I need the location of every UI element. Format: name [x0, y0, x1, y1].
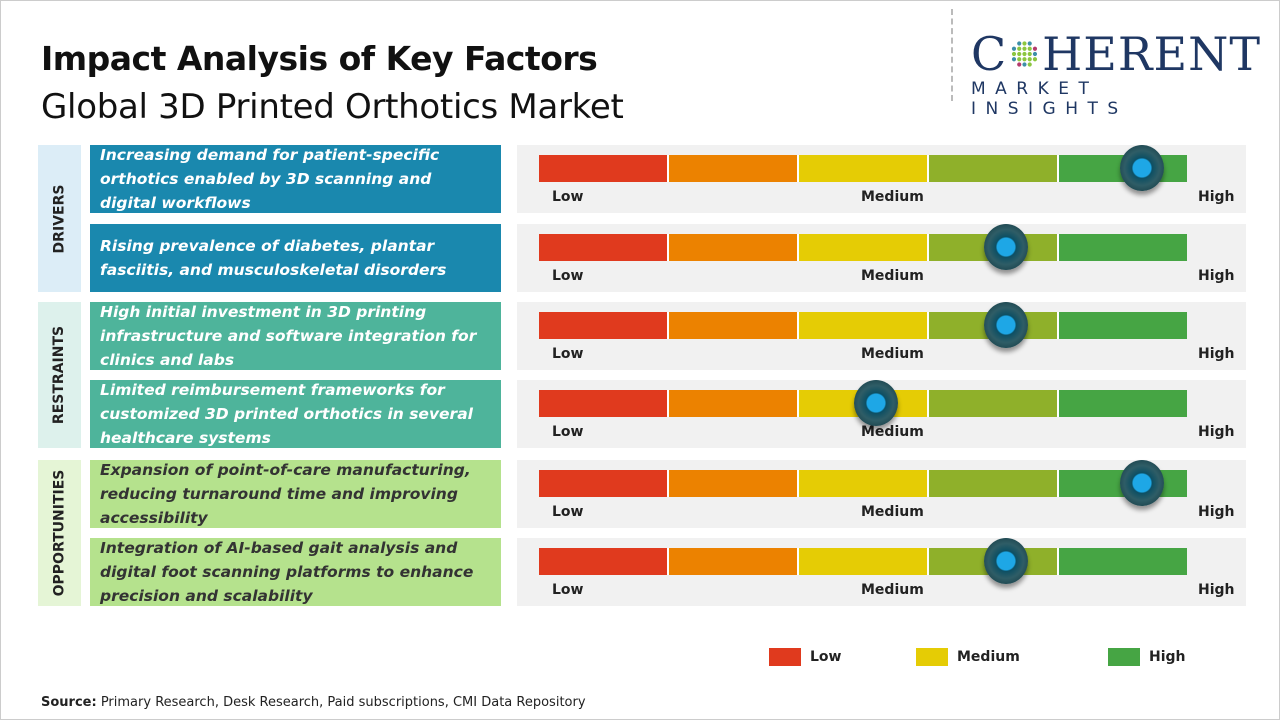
gauge-segment — [1059, 312, 1187, 339]
gauge-segment — [539, 312, 669, 339]
legend-item: High — [1108, 648, 1186, 666]
gauge-segment — [669, 234, 799, 261]
scale-low: Low — [552, 189, 584, 205]
gauge-segment — [1059, 390, 1187, 417]
factor-text: High initial investment in 3D printing i… — [90, 302, 501, 370]
gauge-segment — [1059, 548, 1187, 575]
gauge-bar — [539, 312, 1187, 339]
scale-medium: Medium — [861, 346, 924, 362]
gauge-segment — [929, 155, 1059, 182]
globe-icon — [1012, 41, 1038, 67]
category-label: RESTRAINTS — [38, 302, 81, 448]
impact-gauge: Low Medium High — [517, 145, 1246, 213]
gauge-segment — [799, 312, 929, 339]
scale-medium: Medium — [861, 424, 924, 440]
scale-low: Low — [552, 504, 584, 520]
divider — [951, 9, 953, 101]
scale-high: High — [1198, 189, 1235, 205]
factor-text: Expansion of point-of-care manufacturing… — [90, 460, 501, 528]
scale-high: High — [1198, 268, 1235, 284]
category-label: OPPORTUNITIES — [38, 460, 81, 606]
scale-medium: Medium — [861, 582, 924, 598]
impact-gauge: Low Medium High — [517, 538, 1246, 606]
scale-high: High — [1198, 504, 1235, 520]
impact-gauge: Low Medium High — [517, 380, 1246, 448]
scale-medium: Medium — [861, 268, 924, 284]
impact-indicator-knob — [983, 224, 1028, 270]
scale-low: Low — [552, 346, 584, 362]
gauge-segment — [929, 390, 1059, 417]
gauge-segment — [669, 548, 799, 575]
page-subtitle: Global 3D Printed Orthotics Market — [41, 87, 624, 127]
scale-high: High — [1198, 346, 1235, 362]
gauge-segment — [799, 548, 929, 575]
impact-indicator-knob — [1119, 145, 1164, 191]
gauge-segment — [929, 470, 1059, 497]
gauge-bar — [539, 470, 1187, 497]
factor-text: Integration of AI-based gait analysis an… — [90, 538, 501, 606]
legend-swatch — [769, 648, 801, 666]
gauge-segment — [539, 548, 669, 575]
scale-low: Low — [552, 582, 584, 598]
page-title: Impact Analysis of Key Factors — [41, 39, 598, 78]
gauge-segment — [799, 234, 929, 261]
gauge-segment — [539, 470, 669, 497]
gauge-bar — [539, 155, 1187, 182]
scale-low: Low — [552, 424, 584, 440]
gauge-segment — [669, 470, 799, 497]
gauge-segment — [669, 312, 799, 339]
legend-item: Low — [769, 648, 841, 666]
impact-indicator-knob — [983, 302, 1028, 348]
logo: C HERENT MARKET INSIGHTS — [971, 27, 1261, 119]
factor-text: Limited reimbursement frameworks for cus… — [90, 380, 501, 448]
factor-text: Increasing demand for patient-specific o… — [90, 145, 501, 213]
impact-gauge: Low Medium High — [517, 302, 1246, 370]
factor-text: Rising prevalence of diabetes, plantar f… — [90, 224, 501, 292]
gauge-bar — [539, 548, 1187, 575]
impact-indicator-knob — [1119, 460, 1164, 506]
gauge-segment — [669, 155, 799, 182]
scale-medium: Medium — [861, 504, 924, 520]
legend-swatch — [916, 648, 948, 666]
scale-medium: Medium — [861, 189, 924, 205]
impact-gauge: Low Medium High — [517, 224, 1246, 292]
impact-gauge: Low Medium High — [517, 460, 1246, 528]
legend-swatch — [1108, 648, 1140, 666]
impact-indicator-knob — [853, 380, 898, 426]
gauge-segment — [539, 234, 669, 261]
impact-indicator-knob — [983, 538, 1028, 584]
gauge-segment — [539, 155, 669, 182]
scale-high: High — [1198, 582, 1235, 598]
legend-item: Medium — [916, 648, 1020, 666]
scale-low: Low — [552, 268, 584, 284]
category-label: DRIVERS — [38, 145, 81, 292]
gauge-segment — [539, 390, 669, 417]
gauge-segment — [669, 390, 799, 417]
gauge-segment — [1059, 234, 1187, 261]
scale-high: High — [1198, 424, 1235, 440]
gauge-bar — [539, 234, 1187, 261]
source-note: Source: Primary Research, Desk Research,… — [41, 695, 586, 710]
gauge-segment — [799, 155, 929, 182]
gauge-segment — [799, 470, 929, 497]
